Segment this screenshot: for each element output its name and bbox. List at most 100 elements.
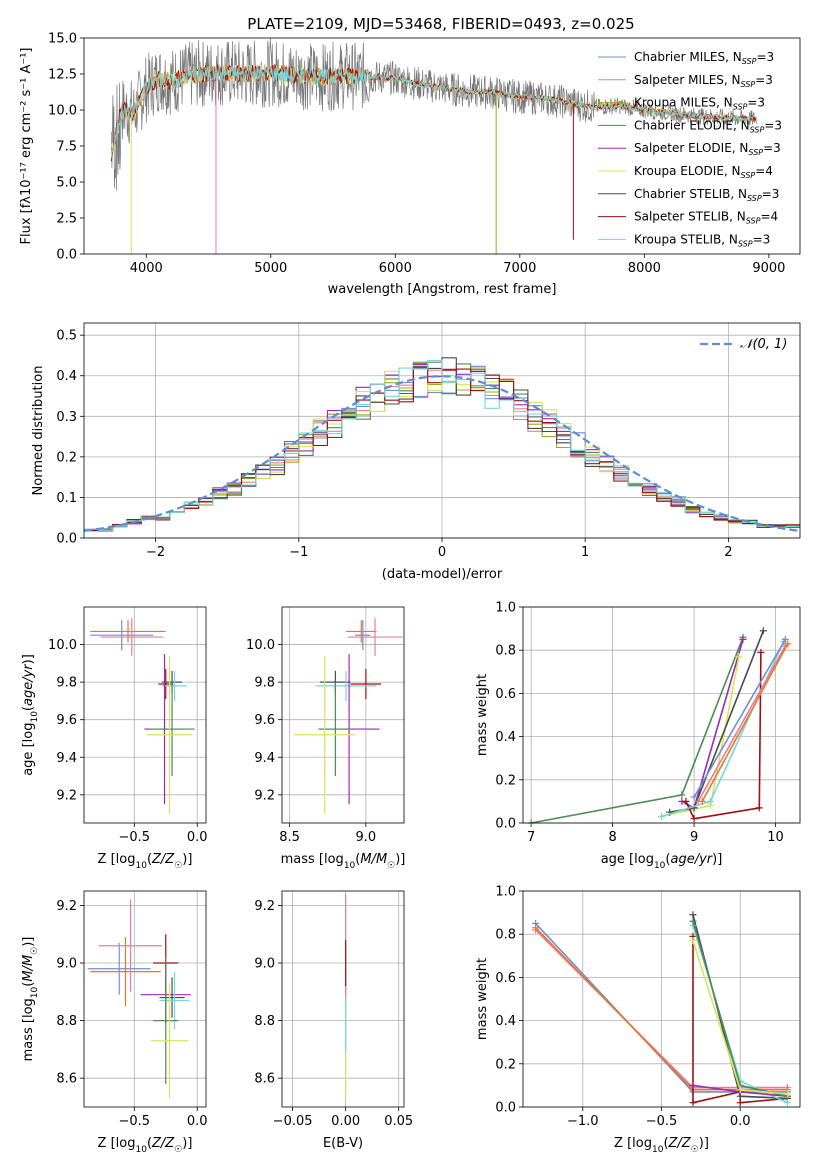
y-tick-label: 0.6 [495, 687, 516, 702]
y-tick-label: 9.0 [56, 957, 77, 972]
weight-line [701, 643, 789, 802]
y-tick-label: 0.1 [56, 491, 77, 506]
weight-marker [532, 924, 540, 932]
y-tick-label: 0.4 [495, 1014, 516, 1029]
weight-marker [783, 1099, 791, 1107]
x-tick-label: 8.5 [279, 830, 300, 845]
weight-marker [784, 640, 792, 648]
x-tick-label: 10 [767, 830, 784, 845]
y-axis-label: mass weight [475, 958, 490, 1040]
y-tick-label: 0.5 [56, 329, 77, 344]
weight-marker [689, 911, 697, 919]
y-tick-label: 8.8 [254, 1014, 275, 1029]
y-tick-label: 0.8 [495, 644, 516, 659]
mass-vs-ebv-plot: −0.05 0.00 0.05 8.6 8.8 9.0 9.2 E(B-V) [254, 890, 413, 1151]
weight-line [669, 630, 765, 813]
weight-line [693, 638, 786, 798]
y-tick-label: 0.4 [495, 730, 516, 745]
legend-label: Chabrier ELODIE, NSSP=3 [634, 118, 782, 134]
x-tick-label: 5000 [254, 261, 287, 276]
y-tick-label: 7.5 [56, 140, 77, 155]
y-tick-label: 9.4 [56, 751, 77, 766]
x-tick-label: −1 [289, 545, 308, 560]
legend: Chabrier MILES, NSSP=3 Salpeter MILES, NS… [598, 50, 782, 248]
x-axis-label: mass [log10(M/M☉)] [281, 852, 406, 871]
normal-curve [83, 375, 801, 532]
x-axis-label: Z [log10(Z/Z☉)] [98, 852, 193, 871]
grid [523, 890, 800, 1108]
x-tick-label: −0.05 [273, 1114, 313, 1129]
x-tick-label: 0.05 [384, 1114, 413, 1129]
y-tick-label: 0.2 [495, 773, 516, 788]
y-tick-label: 10.0 [48, 638, 77, 653]
y-tick-label: 9.8 [56, 676, 77, 691]
y-tick-label: 5.0 [56, 176, 77, 191]
weight-line [685, 652, 762, 820]
grid [84, 891, 206, 1107]
axes-frame [281, 890, 405, 1108]
weight-marker [757, 648, 765, 656]
weight-marker [690, 793, 698, 801]
y-tick-label: 0.6 [495, 971, 516, 986]
y-axis-label: Flux [fλ10⁻¹⁷ erg cm⁻² s⁻¹ A⁻¹] [19, 48, 34, 245]
x-tick-label: 0.0 [187, 830, 208, 845]
x-tick-label: 7000 [503, 261, 536, 276]
legend-label: Chabrier MILES, NSSP=3 [634, 50, 774, 66]
x-tick-label: −0.5 [646, 1114, 678, 1129]
y-tick-label: 9.2 [254, 899, 275, 914]
y-tick-label: 8.6 [56, 1072, 77, 1087]
y-tick-label: 9.6 [56, 713, 77, 728]
weight-vs-z-plot: −1.0 −0.5 0.0 0.0 0.2 0.4 0.6 0.8 1.0 Z [log10(Z/… [475, 885, 801, 1155]
y-tick-label: 12.5 [48, 68, 77, 83]
y-tick-label: 0.0 [495, 1101, 516, 1116]
y-tick-label: 8.8 [56, 1014, 77, 1029]
legend-label: Kroupa STELIB, NSSP=3 [634, 232, 770, 248]
x-axis-label: E(B-V) [323, 1136, 363, 1151]
x-tick-label: 0 [438, 545, 446, 560]
mass-vs-z-plot: −0.5 0.0 8.6 8.8 9.0 9.2 Z [log10(Z/Z☉)] mass [… [21, 890, 208, 1155]
x-tick-label: 0.0 [730, 1114, 751, 1129]
legend-label: Salpeter ELODIE, NSSP=3 [634, 141, 781, 157]
x-tick-label: 9.0 [356, 830, 377, 845]
figure-title: PLATE=2109, MJD=53468, FIBERID=0493, z=0… [247, 15, 634, 33]
age-vs-z-plot: −0.5 0.0 9.2 9.4 9.6 9.8 10.0 Z [log10(Z/Z☉)] ag… [21, 606, 208, 871]
grid [282, 891, 404, 1107]
x-tick-label: 8000 [628, 261, 661, 276]
x-axis-label: wavelength [Angstrom, rest frame] [328, 282, 557, 297]
y-axis-label: mass weight [475, 674, 490, 756]
y-tick-label: 9.2 [254, 788, 275, 803]
legend-label: Salpeter STELIB, NSSP=4 [634, 210, 778, 226]
y-tick-label: 2.5 [56, 212, 77, 227]
weight-marker [783, 1090, 791, 1098]
x-tick-label: −0.5 [119, 1114, 151, 1129]
axes-frame [83, 37, 801, 255]
weight-line [530, 636, 744, 824]
x-tick-label: 0.0 [187, 1114, 208, 1129]
x-tick-label: 9 [690, 830, 698, 845]
y-tick-label: 9.6 [254, 713, 275, 728]
weight-marker [658, 813, 665, 821]
grid [282, 607, 404, 823]
weight-marker [736, 1086, 744, 1094]
y-axis-label: age [log10(age/yr)] [21, 654, 40, 776]
weight-marker [759, 627, 767, 635]
x-tick-label: −2 [146, 545, 165, 560]
x-tick-label: 1 [581, 545, 589, 560]
legend-label: Kroupa ELODIE, NSSP=4 [634, 164, 773, 180]
x-axis-label: Z [log10(Z/Z☉)] [614, 1136, 709, 1155]
y-tick-label: 9.2 [56, 788, 77, 803]
legend-label: 𝒩(0, 1) [740, 337, 787, 352]
y-tick-label: 10.0 [246, 638, 275, 653]
x-tick-label: 4000 [130, 261, 163, 276]
legend-label: Salpeter MILES, NSSP=3 [634, 73, 773, 89]
weight-marker [689, 917, 697, 925]
y-tick-label: 0.0 [495, 817, 516, 832]
y-tick-label: 9.8 [254, 676, 275, 691]
weight-marker [689, 937, 697, 945]
weight-marker [690, 815, 698, 823]
y-tick-label: 8.6 [254, 1072, 275, 1087]
x-tick-label: 2 [724, 545, 732, 560]
weight-line [697, 645, 786, 802]
x-tick-label: −1.0 [567, 1114, 599, 1129]
